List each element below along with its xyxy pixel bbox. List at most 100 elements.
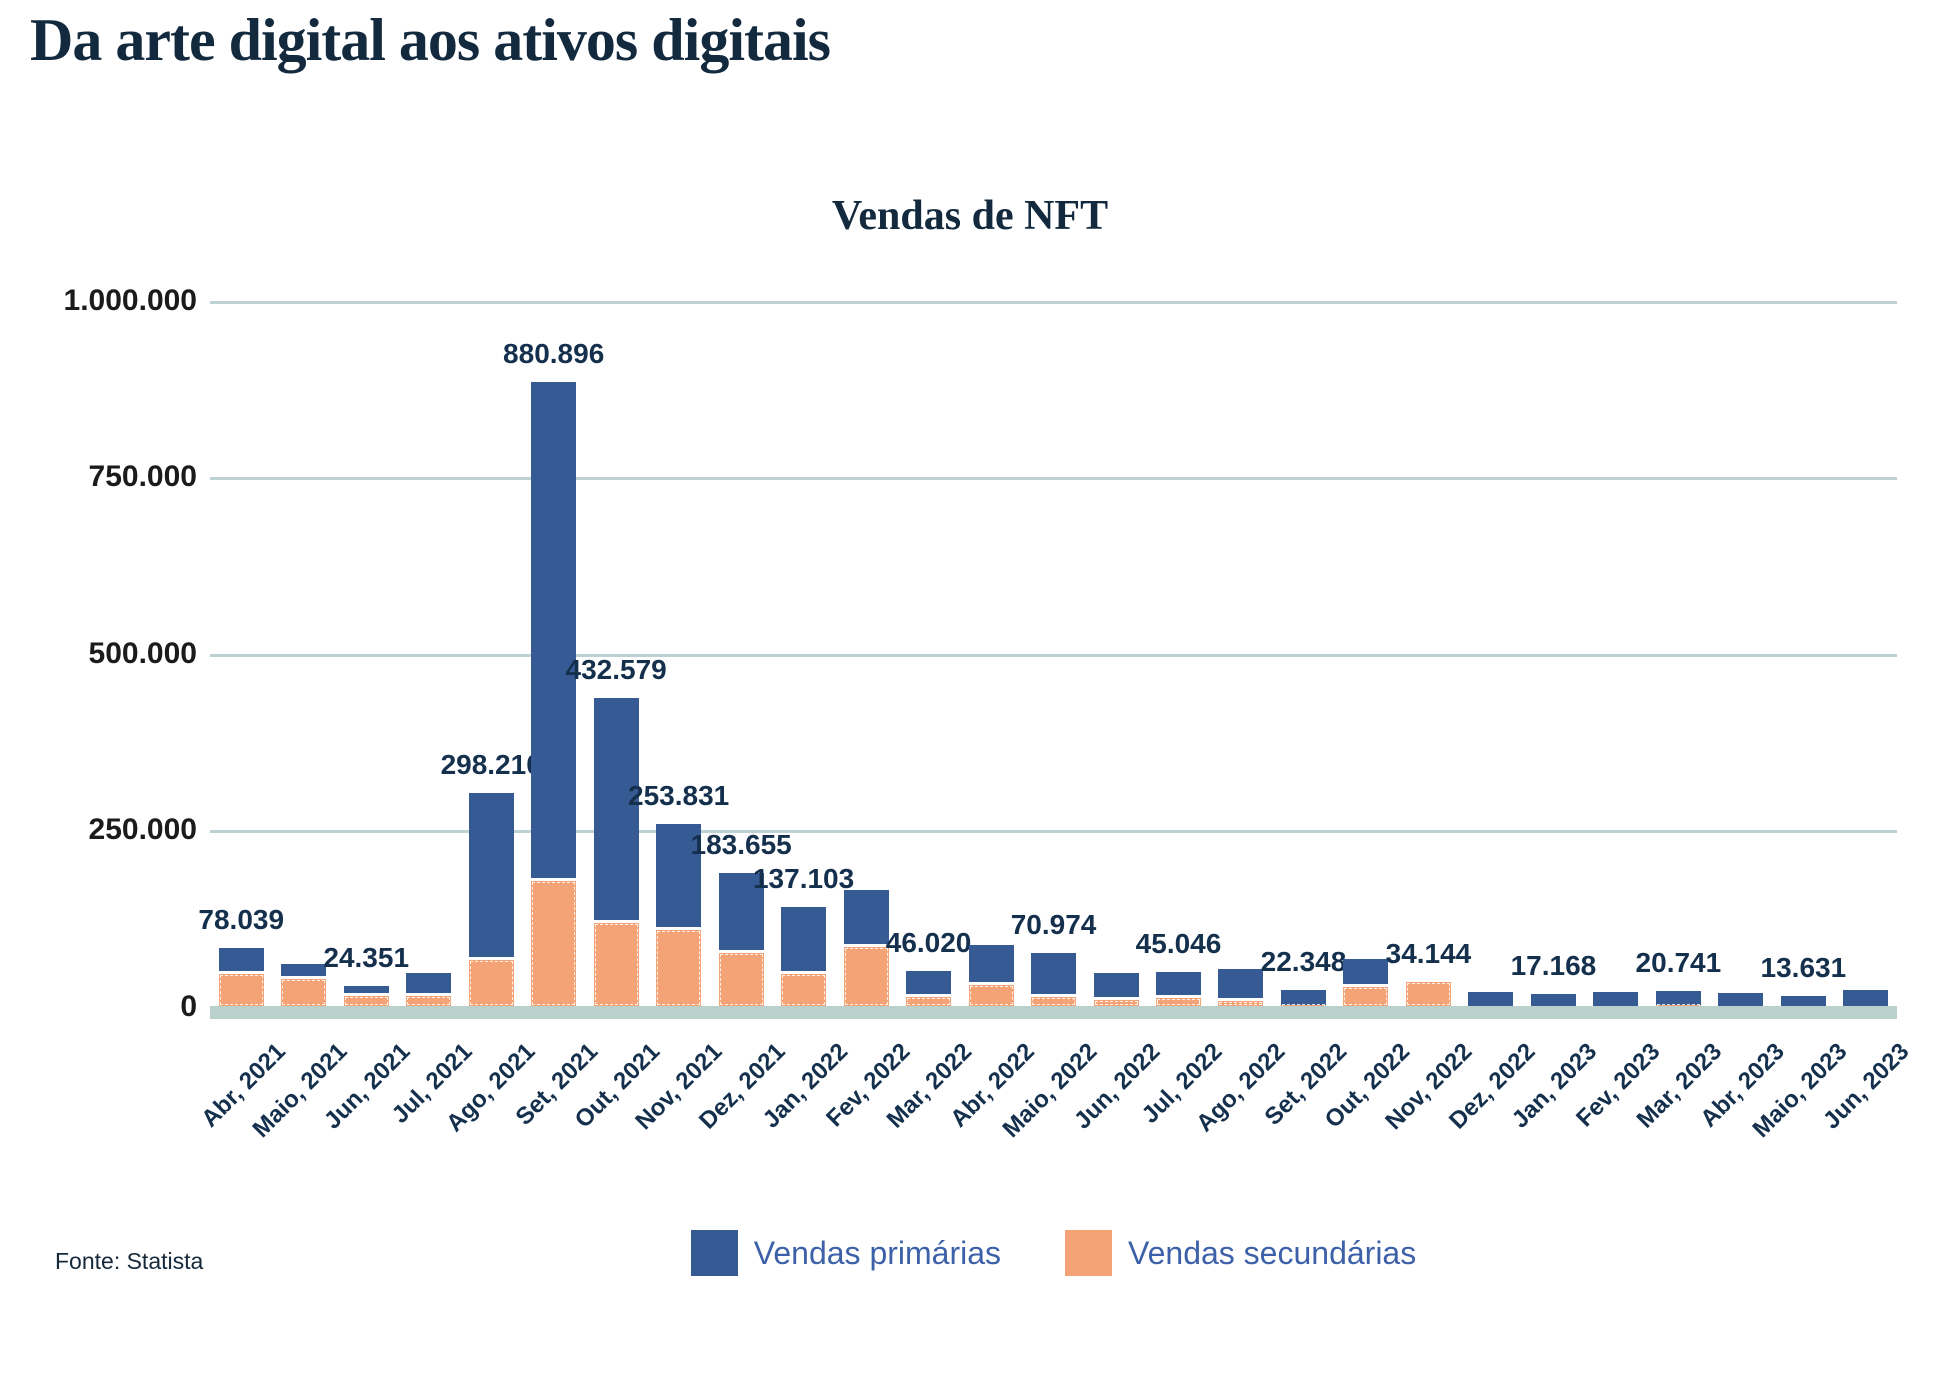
bars-row: 78.039 Abr, 2021 Maio, 2021 24.351 Jun, 2021… — [196, 301, 1915, 1143]
bar-slot: Jul, 2021 — [387, 301, 478, 1129]
bar-value-label: 880.896 — [503, 338, 605, 369]
segment-gap — [281, 976, 327, 979]
stacked-bar — [1468, 992, 1514, 1006]
segment-gap — [906, 994, 952, 997]
segment-gap — [1218, 998, 1264, 1001]
bar-slot: Out, 2022 — [1320, 301, 1415, 1133]
legend-item-primary: Vendas primárias — [690, 1230, 1002, 1276]
bar-value-label: 22.348 — [1260, 946, 1347, 977]
bar-value-label: 432.579 — [565, 654, 667, 685]
bar-value-label: 183.655 — [690, 829, 792, 860]
secondary-sales-segment — [1218, 1001, 1264, 1006]
segment-gap — [1093, 997, 1139, 1000]
bar-slot: Fev, 2023 — [1571, 301, 1665, 1132]
bar-slot: Ago, 2022 — [1191, 301, 1290, 1137]
legend-label-secondary: Vendas secundárias — [1128, 1234, 1417, 1271]
stacked-bar — [1530, 994, 1576, 1006]
secondary-sales-segment — [1655, 1005, 1701, 1006]
primary-sales-segment — [718, 873, 764, 950]
primary-sales-segment — [1156, 972, 1201, 995]
segment-gap — [968, 982, 1014, 985]
stacked-bar — [1718, 993, 1764, 1006]
bar-value-label: 17.168 — [1510, 950, 1597, 981]
primary-sales-segment — [1530, 994, 1576, 1006]
bar-slot: Fev, 2022 — [821, 301, 915, 1132]
bar-slot: Abr, 2022 — [946, 301, 1040, 1133]
bar-value-label: 20.741 — [1635, 947, 1722, 978]
stacked-bar — [531, 382, 577, 1006]
stacked-bar — [1280, 990, 1326, 1006]
stacked-bar — [468, 793, 514, 1006]
segment-gap — [406, 993, 452, 996]
primary-sales-segment — [406, 973, 452, 993]
stacked-bar — [1405, 982, 1451, 1006]
x-axis-line — [210, 1006, 1897, 1019]
bar-slot: 22.348 Set, 2022 — [1260, 301, 1353, 1131]
bar-value-label: 46.020 — [885, 927, 972, 958]
segment-gap — [1343, 984, 1389, 987]
bar-slot: 137.103 Jan, 2022 — [753, 301, 854, 1134]
y-tick-250000: 250.000 — [88, 813, 197, 846]
legend-item-secondary: Vendas secundárias — [1065, 1230, 1416, 1276]
legend-swatch-primary-icon — [690, 1230, 738, 1276]
legend-label-primary: Vendas primárias — [753, 1234, 1002, 1271]
segment-gap — [343, 993, 389, 996]
primary-sales-segment — [1031, 953, 1077, 994]
secondary-sales-segment — [906, 997, 952, 1006]
secondary-sales-segment — [1405, 982, 1451, 1006]
stacked-bar — [781, 907, 827, 1006]
secondary-sales-segment — [843, 947, 889, 1006]
primary-sales-segment — [343, 986, 389, 993]
gridline-250000 — [210, 830, 1897, 833]
stacked-bar — [1156, 972, 1201, 1006]
stacked-bar — [406, 973, 452, 1006]
bar-slot: 34.144 Nov, 2022 — [1380, 301, 1477, 1135]
stacked-bar — [1655, 991, 1701, 1006]
primary-sales-segment — [218, 948, 264, 971]
primary-sales-segment — [1468, 992, 1514, 1006]
secondary-sales-segment — [468, 960, 514, 1006]
secondary-sales-segment — [531, 881, 577, 1006]
secondary-sales-segment — [656, 930, 702, 1006]
segment-gap — [1031, 994, 1077, 997]
bar-value-label: 78.039 — [198, 904, 285, 935]
segment-gap — [718, 950, 764, 953]
secondary-sales-segment — [1343, 987, 1389, 1006]
stacked-bar — [656, 824, 702, 1006]
primary-sales-segment — [1843, 990, 1889, 1006]
gridline-500000 — [210, 654, 1897, 657]
stacked-bar — [281, 964, 327, 1006]
stacked-bar — [1031, 953, 1077, 1006]
secondary-sales-segment — [781, 974, 827, 1006]
secondary-sales-segment — [968, 985, 1014, 1006]
secondary-sales-segment — [718, 953, 764, 1006]
primary-sales-segment — [531, 382, 577, 878]
bar-value-label: 137.103 — [752, 863, 855, 894]
stacked-bar — [718, 873, 764, 1006]
stacked-bar — [968, 945, 1014, 1006]
source-note: Fonte: Statista — [55, 1248, 204, 1274]
bar-value-label: 253.831 — [628, 780, 730, 811]
stacked-bar — [1093, 973, 1139, 1006]
bar-value-label: 70.974 — [1010, 909, 1097, 940]
primary-sales-segment — [1280, 990, 1326, 1005]
bar-slot: 46.020 Mar, 2022 — [882, 301, 978, 1134]
legend-swatch-secondary-icon — [1065, 1230, 1113, 1276]
y-tick-0: 0 — [180, 990, 197, 1023]
segment-gap — [593, 920, 639, 923]
stacked-bar — [843, 890, 889, 1006]
bar-slot: 13.631 Maio, 2023 — [1748, 301, 1853, 1143]
segment-gap — [1156, 995, 1201, 998]
segment-gap — [656, 927, 702, 930]
primary-sales-segment — [843, 890, 889, 944]
primary-sales-segment — [1593, 992, 1639, 1006]
secondary-sales-segment — [406, 996, 452, 1006]
bar-slot: Jun, 2023 — [1818, 301, 1915, 1134]
stacked-bar — [1843, 990, 1889, 1006]
primary-sales-segment — [1218, 969, 1264, 998]
secondary-sales-segment — [281, 979, 327, 1006]
y-tick-1000000: 1.000.000 — [63, 284, 197, 317]
secondary-sales-segment — [1093, 1000, 1139, 1006]
bar-value-label: 34.144 — [1385, 938, 1472, 969]
y-tick-750000: 750.000 — [88, 460, 197, 493]
